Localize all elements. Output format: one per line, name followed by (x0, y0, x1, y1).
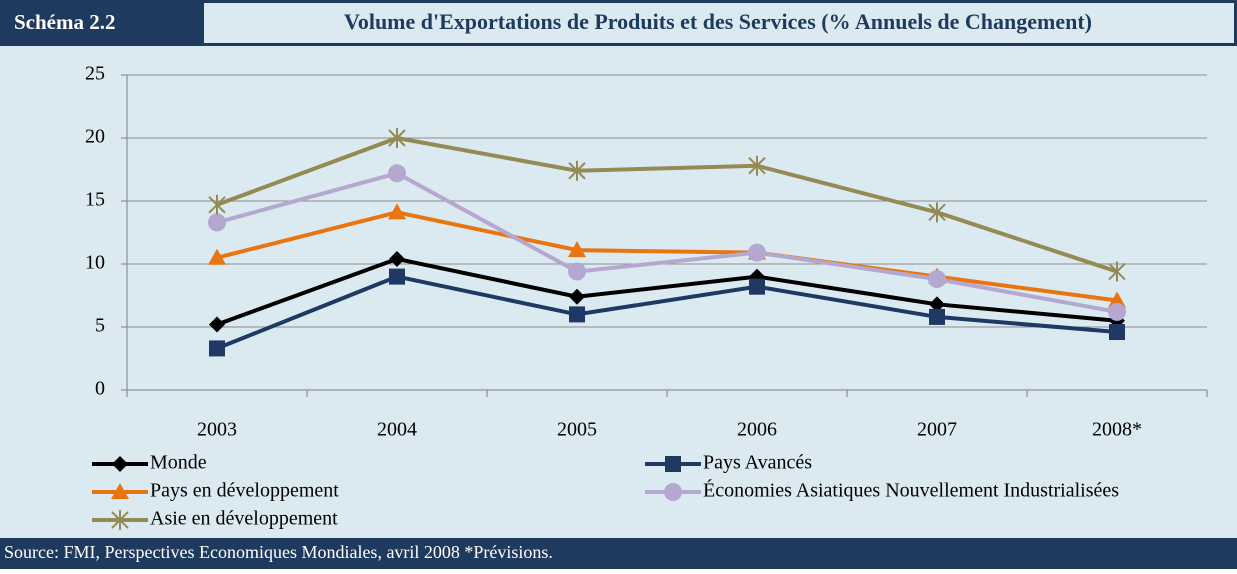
legend-marker (111, 483, 129, 499)
point (568, 160, 586, 181)
legend-marker (111, 510, 129, 530)
point (929, 308, 945, 325)
point (389, 250, 405, 267)
y-tick-label: 10 (85, 252, 105, 274)
series-line (216, 256, 1118, 327)
series-line (216, 135, 1118, 274)
point (208, 194, 226, 215)
point (929, 296, 945, 313)
title-box (204, 3, 1234, 43)
point (1108, 302, 1126, 321)
source: Source: FMI, Perspectives Economiques Mo… (4, 542, 553, 562)
legend-label: Pays Avancés (703, 452, 812, 474)
point (209, 340, 225, 357)
point (1109, 324, 1125, 341)
legend-label: Asie en développement (150, 508, 338, 530)
x-tick-label: 2005 (557, 419, 597, 441)
legend-marker (112, 456, 128, 472)
series-line (216, 210, 1118, 303)
point (1108, 291, 1126, 308)
point (568, 262, 586, 281)
y-tick-label: 25 (85, 63, 105, 85)
legend-marker (664, 483, 682, 501)
series-line (216, 274, 1118, 351)
legend-label: Monde (150, 452, 207, 474)
point (388, 164, 406, 183)
legend-marker (665, 456, 681, 472)
legend-label: Pays en développement (150, 480, 339, 502)
x-tick-label: 2004 (377, 419, 417, 441)
x-tick-label: 2008* (1092, 419, 1142, 441)
x-tick-label: 2007 (917, 419, 957, 441)
point (208, 213, 226, 232)
point (208, 248, 226, 265)
point (209, 316, 225, 333)
point (928, 202, 946, 223)
x-tick-label: 2006 (737, 419, 777, 441)
point (389, 268, 405, 285)
point (569, 306, 585, 323)
point (1108, 261, 1126, 282)
figure-label: Schéma 2.2 (14, 10, 116, 34)
point (568, 241, 586, 258)
point (748, 243, 766, 262)
y-tick-label: 20 (85, 126, 105, 148)
y-tick-label: 15 (85, 189, 105, 211)
y-tick-label: 5 (95, 315, 105, 337)
point (928, 270, 946, 289)
y-tick-label: 0 (95, 378, 105, 400)
point (388, 128, 406, 148)
legend-label: Économies Asiatiques Nouvellement Indust… (703, 479, 1119, 502)
point (748, 155, 766, 176)
point (569, 288, 585, 305)
series-line (216, 171, 1118, 314)
point (388, 203, 406, 220)
x-tick-label: 2003 (197, 419, 237, 441)
source-bar (0, 538, 1237, 569)
point (749, 278, 765, 295)
chart-title: Volume d'Exportations de Produits et des… (344, 9, 1092, 34)
